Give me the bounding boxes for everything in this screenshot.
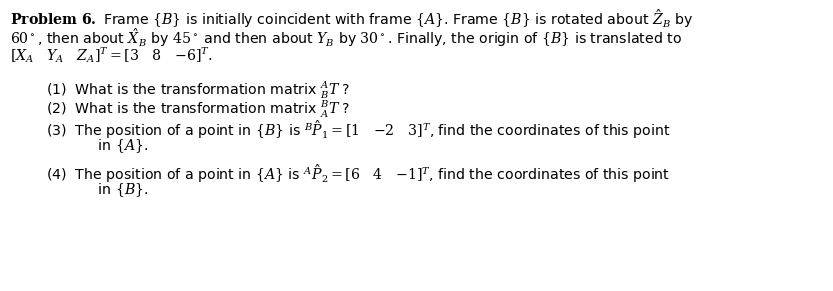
Text: $60^\circ$, then about $\hat{X}_B$ by $45^\circ$ and then about $Y_B$ by $30^\ci: $60^\circ$, then about $\hat{X}_B$ by $4… (10, 26, 682, 49)
Text: (2)  What is the transformation matrix ${}^B_AT$ ?: (2) What is the transformation matrix ${… (46, 99, 350, 120)
Text: (1)  What is the transformation matrix ${}^A_BT$ ?: (1) What is the transformation matrix ${… (46, 80, 350, 101)
Text: $[X_A \quad Y_A \quad Z_A]^T = [3 \quad 8 \quad {-6}]^T.$: $[X_A \quad Y_A \quad Z_A]^T = [3 \quad … (10, 45, 213, 65)
Text: (3)  The position of a point in $\{B\}$ is ${}^B\hat{P}_1 = [1 \quad {-2} \quad : (3) The position of a point in $\{B\}$ i… (46, 118, 671, 141)
Text: $\mathbf{Problem\ 6.}$ Frame $\{B\}$ is initially coincident with frame $\{A\}$.: $\mathbf{Problem\ 6.}$ Frame $\{B\}$ is … (10, 7, 693, 30)
Text: (4)  The position of a point in $\{A\}$ is ${}^A\hat{P}_2 = [6 \quad 4 \quad {-1: (4) The position of a point in $\{A\}$ i… (46, 162, 670, 185)
Text: in $\{B\}$.: in $\{B\}$. (71, 181, 148, 199)
Text: in $\{A\}$.: in $\{A\}$. (71, 137, 148, 155)
